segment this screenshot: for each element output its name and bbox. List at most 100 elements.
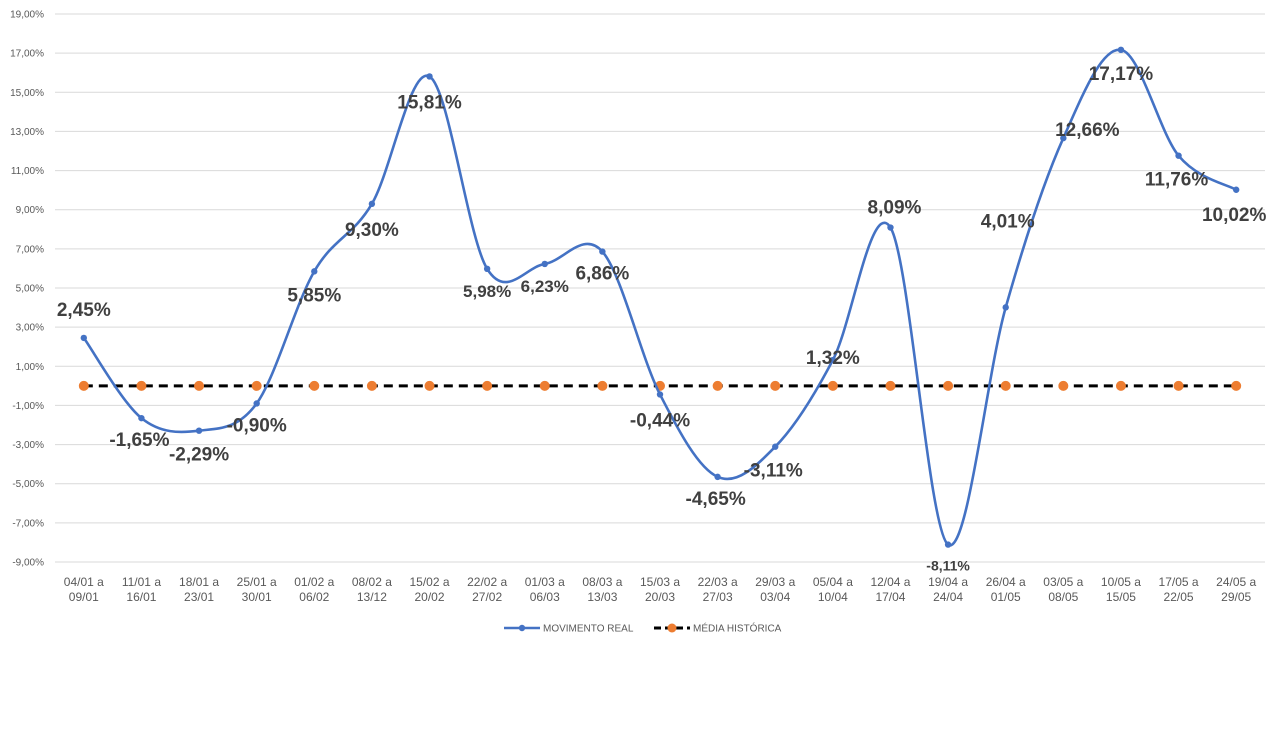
x-tick-label: 03/05 a 08/05 bbox=[1043, 575, 1083, 604]
data-label: 17,17% bbox=[1089, 64, 1154, 85]
legend-marker bbox=[667, 623, 677, 633]
x-tick-label: 15/02 a 20/02 bbox=[410, 575, 450, 604]
data-point bbox=[1058, 380, 1069, 391]
data-point bbox=[772, 443, 779, 450]
x-axis-ticks: 04/01 a 09/01 11/01 a 16/01 18/01 a 23/01 25/0… bbox=[64, 575, 1257, 604]
x-tick-label: 04/01 a 09/01 bbox=[64, 575, 104, 604]
data-label: 5,98% bbox=[463, 282, 511, 301]
data-label: 15,81% bbox=[397, 92, 462, 113]
data-point bbox=[309, 380, 320, 391]
data-point bbox=[712, 380, 723, 391]
data-label: 9,30% bbox=[345, 220, 399, 241]
x-tick-label: 29/03 a 03/04 bbox=[755, 575, 795, 604]
data-point bbox=[1175, 152, 1182, 159]
series-movimento-real bbox=[80, 46, 1240, 548]
data-label: 12,66% bbox=[1055, 120, 1120, 141]
data-label: -3,11% bbox=[744, 461, 803, 482]
data-point bbox=[138, 414, 145, 422]
series-media-historica bbox=[78, 380, 1242, 391]
data-point bbox=[656, 391, 664, 398]
data-point bbox=[1231, 380, 1242, 391]
data-point bbox=[482, 380, 493, 391]
x-tick-label: 10/05 a 15/05 bbox=[1101, 575, 1141, 604]
x-tick-label: 22/02 a 27/02 bbox=[467, 575, 507, 604]
x-tick-label: 17/05 a 22/05 bbox=[1159, 575, 1199, 604]
data-label: 4,01% bbox=[981, 211, 1035, 232]
data-label: -0,44% bbox=[630, 410, 690, 431]
data-label: -2,29% bbox=[169, 445, 229, 466]
y-tick-label: 15,00% bbox=[10, 88, 44, 99]
y-tick-label: 3,00% bbox=[16, 323, 44, 334]
data-point bbox=[1232, 186, 1240, 193]
data-label: 6,86% bbox=[575, 264, 629, 285]
legend-label-media-historica: MÉDIA HISTÓRICA bbox=[693, 622, 782, 635]
data-point bbox=[1115, 380, 1126, 391]
y-tick-label: 19,00% bbox=[10, 10, 44, 21]
data-point bbox=[78, 380, 89, 391]
y-tick-label: 9,00% bbox=[16, 205, 44, 216]
x-tick-label: 11/01 a 16/01 bbox=[122, 575, 161, 604]
data-label: 5,85% bbox=[287, 285, 341, 306]
x-tick-label: 08/03 a 13/03 bbox=[582, 575, 622, 604]
data-point bbox=[194, 380, 205, 391]
data-label: -1,65% bbox=[109, 430, 169, 451]
data-label: 8,09% bbox=[868, 198, 922, 219]
legend-label-movimento-real: MOVIMENTO REAL bbox=[543, 624, 634, 635]
data-point bbox=[424, 380, 435, 391]
data-point bbox=[541, 260, 548, 268]
data-point bbox=[1117, 46, 1125, 54]
data-point bbox=[597, 380, 608, 391]
data-point bbox=[251, 380, 262, 391]
x-tick-label: 05/04 a 10/04 bbox=[813, 575, 853, 604]
y-tick-label: -7,00% bbox=[12, 518, 44, 529]
y-tick-label: 17,00% bbox=[10, 49, 44, 60]
data-label: 1,32% bbox=[806, 348, 860, 369]
y-tick-label: 1,00% bbox=[16, 362, 44, 373]
gridlines bbox=[55, 13, 1265, 563]
x-tick-label: 18/01 a 23/01 bbox=[179, 575, 219, 604]
data-point bbox=[944, 541, 952, 548]
x-tick-label: 26/04 a 01/05 bbox=[986, 575, 1026, 604]
data-label: 6,23% bbox=[521, 277, 569, 296]
x-tick-label: 22/03 a 27/03 bbox=[698, 575, 738, 604]
y-tick-label: -5,00% bbox=[12, 479, 44, 490]
data-point bbox=[885, 380, 896, 391]
y-tick-label: -3,00% bbox=[12, 440, 44, 451]
data-label: 2,45% bbox=[57, 300, 111, 321]
data-label: 10,02% bbox=[1202, 205, 1267, 226]
y-tick-label: -1,00% bbox=[12, 401, 44, 412]
data-label: -8,11% bbox=[926, 558, 970, 574]
x-tick-label: 08/02 a 13/12 bbox=[352, 575, 392, 604]
y-tick-label: -9,00% bbox=[12, 558, 44, 569]
y-tick-label: 7,00% bbox=[16, 244, 44, 255]
x-tick-label: 01/02 a 06/02 bbox=[294, 575, 334, 604]
data-point bbox=[714, 473, 721, 481]
data-point bbox=[599, 248, 606, 255]
x-tick-label: 24/05 a 29/05 bbox=[1216, 575, 1256, 604]
x-tick-label: 01/03 a 06/03 bbox=[525, 575, 565, 604]
data-point bbox=[136, 380, 147, 391]
data-point bbox=[426, 73, 433, 80]
legend: MOVIMENTO REAL MÉDIA HISTÓRICA bbox=[504, 622, 782, 635]
series-line bbox=[82, 48, 1237, 547]
data-point bbox=[539, 380, 550, 391]
x-tick-label: 19/04 a 24/04 bbox=[928, 575, 968, 604]
data-labels: 2,45% -1,65%-2,29% -0,90% 5,85% 9,30% 15,81% 5… bbox=[57, 64, 1267, 574]
data-point bbox=[827, 380, 838, 391]
data-point bbox=[943, 380, 954, 391]
data-point bbox=[1000, 380, 1011, 391]
data-point bbox=[80, 334, 88, 342]
data-point bbox=[887, 224, 894, 231]
data-point bbox=[483, 265, 491, 273]
data-point bbox=[1002, 304, 1009, 311]
data-point bbox=[368, 200, 376, 208]
legend-marker bbox=[518, 624, 526, 632]
y-tick-label: 11,00% bbox=[11, 166, 44, 177]
x-tick-label: 15/03 a 20/03 bbox=[640, 575, 680, 604]
data-point bbox=[770, 380, 781, 391]
x-tick-label: 25/01 a 30/01 bbox=[237, 575, 277, 604]
data-label: -0,90% bbox=[227, 415, 287, 436]
y-tick-label: 13,00% bbox=[10, 127, 44, 138]
y-tick-label: 5,00% bbox=[16, 284, 44, 295]
